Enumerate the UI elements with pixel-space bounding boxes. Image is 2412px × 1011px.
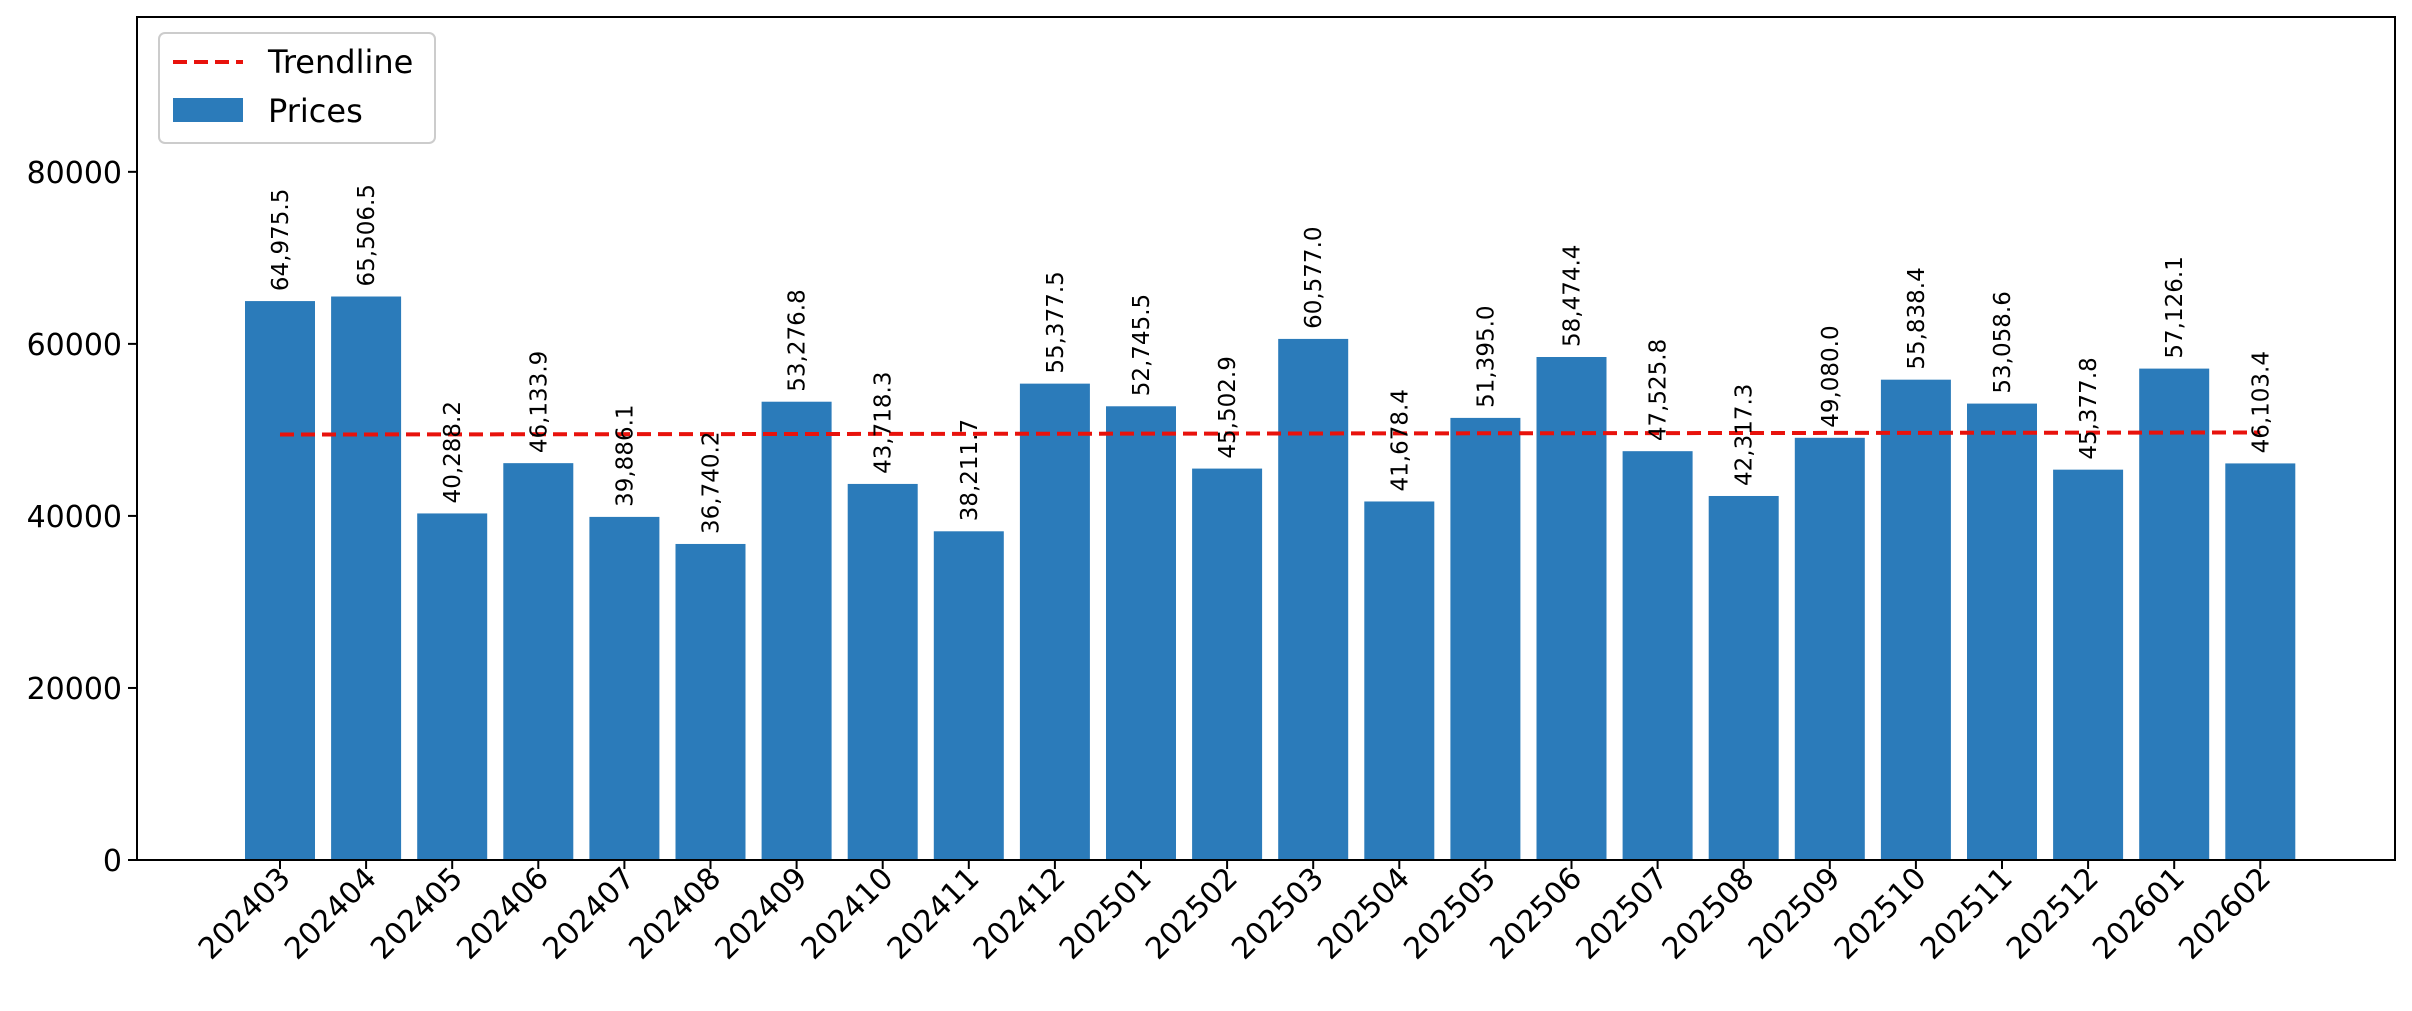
data-label-202412: 55,377.5	[1043, 271, 1069, 373]
data-label-202507: 47,525.8	[1646, 339, 1672, 441]
bar-202510	[1880, 379, 1951, 860]
data-label-202408: 36,740.2	[699, 432, 725, 534]
bar-202409	[761, 401, 832, 860]
bar-202503	[1278, 338, 1349, 860]
data-label-202506: 58,474.4	[1560, 245, 1586, 347]
data-label-202407: 39,886.1	[612, 404, 638, 506]
data-label-202501: 52,745.5	[1129, 294, 1155, 396]
data-label-202403: 64,975.5	[268, 189, 294, 291]
data-label-202409: 53,276.8	[785, 289, 811, 391]
legend-trendline-label: Trendline	[267, 43, 413, 81]
y-tick-label-60000: 60000	[27, 328, 122, 363]
data-label-202602: 46,103.4	[2248, 351, 2274, 453]
y-tick-label-20000: 20000	[27, 672, 122, 707]
bar-202412	[1019, 383, 1090, 860]
data-label-202510: 55,838.4	[1904, 267, 1930, 369]
y-tick-label-40000: 40000	[27, 500, 122, 535]
bar-202602	[2225, 463, 2296, 860]
legend-prices-label: Prices	[268, 92, 363, 130]
bar-202601	[2139, 368, 2210, 860]
data-label-202512: 45,377.8	[2076, 357, 2102, 459]
data-label-202511: 53,058.6	[1990, 291, 2016, 393]
y-axis: 0 20000 40000 60000 80000	[27, 156, 137, 879]
data-label-202503: 60,577.0	[1301, 226, 1327, 328]
y-tick-label-0: 0	[103, 844, 122, 879]
bar-202405	[417, 513, 488, 860]
data-label-202406: 46,133.9	[526, 351, 552, 453]
data-label-202411: 38,211.7	[957, 419, 983, 521]
legend: Trendline Prices	[158, 32, 436, 144]
data-label-202405: 40,288.2	[440, 401, 466, 503]
bars-layer	[245, 296, 2296, 861]
bar-202411	[933, 531, 1004, 860]
data-label-202502: 45,502.9	[1215, 356, 1241, 458]
bar-202509	[1794, 437, 1865, 860]
data-label-202505: 51,395.0	[1473, 305, 1499, 407]
bar-202511	[1967, 403, 2037, 860]
data-label-202509: 49,080.0	[1818, 325, 1844, 427]
plot-frame	[136, 16, 2396, 861]
bar-202407	[589, 516, 660, 860]
y-tick-label-80000: 80000	[27, 156, 122, 191]
bar-202501	[1106, 406, 1176, 860]
trendline	[279, 430, 2261, 437]
bar-202504	[1364, 501, 1435, 860]
data-label-202601: 57,126.1	[2162, 256, 2188, 358]
bar-202508	[1708, 495, 1779, 860]
bar-202410	[847, 483, 918, 860]
data-label-202508: 42,317.3	[1732, 384, 1758, 486]
bar-202408	[675, 543, 746, 860]
bar-202403	[245, 301, 315, 860]
bar-202502	[1192, 468, 1263, 860]
bar-202404	[331, 296, 402, 861]
bar-202506	[1536, 357, 1607, 860]
bar-202512	[2053, 469, 2124, 860]
bar-202507	[1622, 451, 1693, 860]
legend-prices-swatch	[173, 98, 243, 122]
trendline-layer	[279, 430, 2261, 437]
data-label-202504: 41,678.4	[1387, 389, 1413, 491]
data-label-202410: 43,718.3	[871, 372, 897, 474]
data-label-202404: 65,506.5	[354, 184, 380, 286]
data-labels-layer: 64,975.5 65,506.5 40,288.2 46,133.9 39,886.1…	[268, 184, 2274, 534]
bar-202406	[503, 463, 574, 860]
bar-202505	[1450, 417, 1521, 860]
